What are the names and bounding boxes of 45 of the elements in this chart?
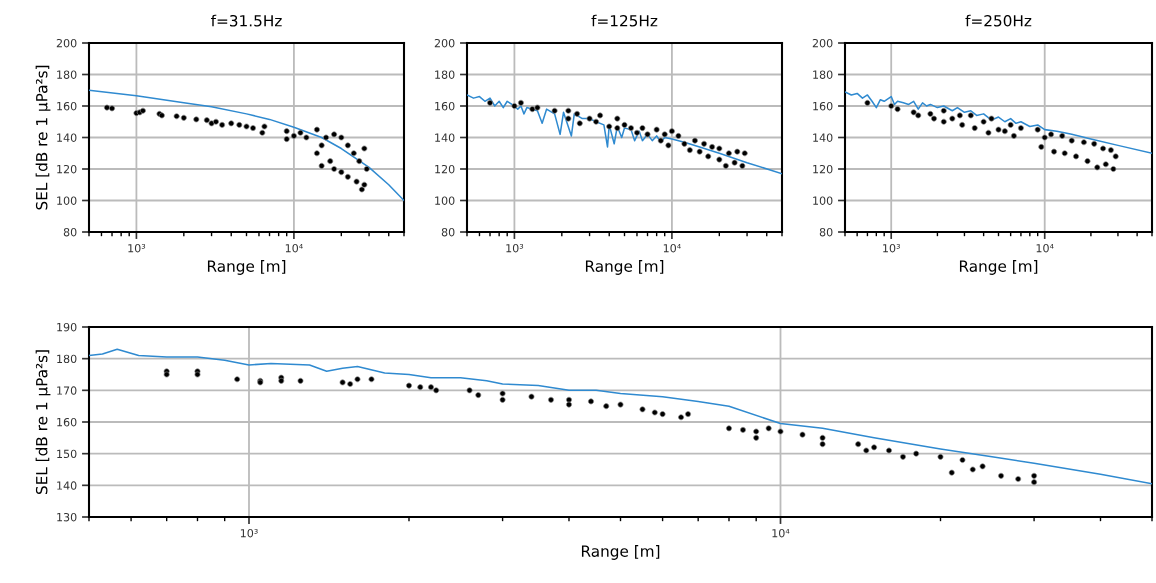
y-tick-label: 190	[57, 322, 77, 332]
chart-title: f=125Hz	[591, 14, 658, 27]
y-tick-label: 170	[57, 386, 77, 395]
y-tick-label: 140	[813, 133, 833, 142]
x-axis-title: Range [m]	[207, 260, 286, 275]
x-axis-title: Range [m]	[585, 260, 664, 275]
y-tick-label: 180	[813, 70, 833, 79]
x-tick-label: 10³	[883, 244, 900, 253]
y-tick-label: 200	[812, 38, 833, 48]
y-tick-label: 120	[435, 164, 455, 174]
y-tick-label: 200	[56, 38, 77, 48]
y-axis-title: SEL [dB re 1 μPa²s]	[35, 350, 51, 495]
y-tick-label: 140	[57, 481, 77, 490]
x-tick-label: 10⁴	[1036, 244, 1054, 253]
chart-title: f=250Hz	[965, 14, 1032, 27]
y-tick-label: 180	[435, 70, 455, 79]
x-tick-label: 10⁴	[772, 529, 790, 538]
x-tick-label: 10³	[240, 529, 258, 538]
y-tick-label: 100	[813, 196, 833, 205]
x-tick-label: 10⁴	[285, 244, 303, 253]
y-tick-label: 200	[434, 38, 455, 48]
y-tick-label: 140	[435, 133, 455, 142]
x-tick-label: 10³	[506, 244, 524, 253]
y-tick-label: 180	[57, 354, 77, 364]
y-tick-label: 120	[57, 164, 77, 174]
y-tick-label: 150	[57, 449, 77, 459]
y-tick-label: 120	[813, 164, 833, 174]
y-tick-label: 160	[435, 101, 455, 111]
y-axis-title: SEL [dB re 1 μPa²s]	[35, 65, 51, 210]
x-tick-label: 10⁴	[663, 244, 681, 253]
x-axis-title: Range [m]	[581, 545, 660, 560]
x-tick-label: 10³	[128, 244, 146, 253]
y-tick-label: 130	[57, 512, 77, 522]
y-tick-label: 160	[57, 417, 77, 427]
y-tick-label: 180	[57, 70, 77, 79]
y-tick-label: 100	[57, 196, 77, 205]
y-tick-label: 160	[57, 101, 77, 111]
y-tick-label: 80	[441, 227, 455, 237]
y-tick-label: 140	[57, 133, 77, 142]
y-tick-label: 160	[813, 101, 833, 111]
chart-title: f=31.5Hz	[211, 14, 282, 27]
y-tick-label: 80	[63, 227, 77, 237]
y-tick-label: 100	[435, 196, 455, 205]
y-tick-label: 80	[819, 227, 833, 237]
x-axis-title: Range [m]	[959, 260, 1038, 275]
